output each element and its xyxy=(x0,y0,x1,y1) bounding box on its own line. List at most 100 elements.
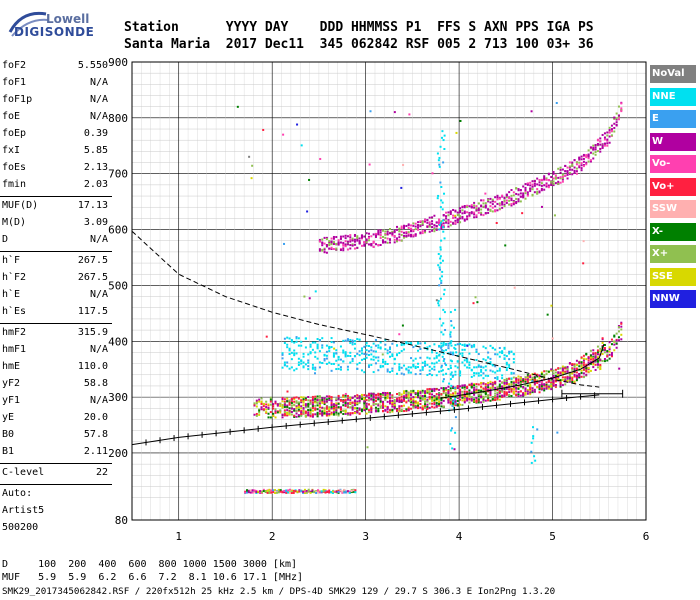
echo-point xyxy=(470,206,473,209)
echo-point xyxy=(603,343,606,346)
echo-point xyxy=(353,238,356,241)
echo-point xyxy=(449,331,452,334)
echo-point xyxy=(393,400,396,403)
echo-point xyxy=(512,353,515,356)
echo-point xyxy=(435,299,438,302)
x-tick-label: 5 xyxy=(549,530,556,543)
echo-point xyxy=(454,209,457,212)
echo-point xyxy=(330,346,333,349)
echo-point xyxy=(491,396,494,399)
echo-point xyxy=(297,404,300,407)
echo-point xyxy=(398,239,401,242)
param-row: h`E N/A xyxy=(0,287,112,304)
echo-point xyxy=(526,390,529,393)
echo-point xyxy=(543,370,546,373)
echo-point xyxy=(249,491,252,494)
echo-point xyxy=(358,242,361,245)
echo-point xyxy=(379,366,382,369)
echo-point xyxy=(302,407,305,410)
echo-point xyxy=(601,337,604,340)
legend-item: SSE xyxy=(650,267,696,286)
echo-point xyxy=(274,416,277,419)
echo-point xyxy=(449,402,452,405)
echo-point xyxy=(561,373,564,376)
echo-point xyxy=(615,118,618,121)
echo-point xyxy=(365,238,368,241)
echo-point xyxy=(524,186,527,189)
echo-point xyxy=(440,393,443,396)
echo-point xyxy=(311,401,314,404)
echo-point xyxy=(328,241,331,244)
echo-point xyxy=(442,161,445,164)
echo-point xyxy=(587,155,590,158)
echo-point xyxy=(286,414,289,417)
echo-point xyxy=(526,378,529,381)
echo-point xyxy=(524,378,527,381)
echo-point xyxy=(435,405,438,408)
echo-point xyxy=(459,215,462,218)
echo-point xyxy=(321,248,324,251)
param-row: h`F 267.5 xyxy=(0,253,112,270)
muf-curve xyxy=(131,230,600,388)
echo-point xyxy=(330,411,333,414)
echo-point xyxy=(358,412,361,415)
param-label: B0 xyxy=(2,429,15,440)
echo-point xyxy=(580,155,583,158)
echo-point xyxy=(589,146,592,149)
echo-point xyxy=(473,201,476,204)
echo-point xyxy=(466,358,469,361)
echo-point xyxy=(290,413,293,416)
echo-point xyxy=(620,322,623,325)
echo-point xyxy=(342,400,345,403)
echo-point xyxy=(332,407,335,410)
echo-point xyxy=(360,235,363,238)
echo-point xyxy=(417,362,420,365)
echo-point xyxy=(351,412,354,415)
echo-point xyxy=(454,391,457,394)
echo-point xyxy=(442,352,445,355)
echo-point xyxy=(484,212,487,215)
echo-point xyxy=(578,373,581,376)
echo-point xyxy=(498,197,501,200)
echo-point xyxy=(606,359,609,362)
echo-point xyxy=(594,153,597,156)
echo-point xyxy=(381,391,384,394)
echo-point xyxy=(267,403,270,406)
echo-point xyxy=(533,378,536,381)
echo-point xyxy=(463,344,466,347)
echo-point xyxy=(601,133,604,136)
echo-point xyxy=(517,387,520,390)
echo-point xyxy=(354,490,357,493)
echo-point xyxy=(552,182,555,185)
echo-point xyxy=(410,403,413,406)
echo-point xyxy=(606,355,609,358)
echo-point xyxy=(587,356,590,359)
echo-point xyxy=(246,489,249,492)
echo-point xyxy=(547,179,550,182)
echo-point xyxy=(269,411,272,414)
echo-point xyxy=(391,400,394,403)
echo-point xyxy=(260,397,263,400)
echo-point xyxy=(442,219,445,222)
echo-point xyxy=(335,413,338,416)
echo-point xyxy=(433,395,436,398)
echo-point xyxy=(445,387,448,390)
echo-point xyxy=(318,491,321,494)
echo-point xyxy=(617,339,620,342)
echo-point xyxy=(435,228,438,231)
echo-point xyxy=(393,111,396,114)
echo-point xyxy=(276,403,279,406)
echo-point xyxy=(503,381,506,384)
echo-point xyxy=(295,406,298,409)
param-value: 20.0 xyxy=(83,412,108,423)
echo-point xyxy=(501,394,504,397)
echo-point xyxy=(419,391,422,394)
echo-point xyxy=(323,400,326,403)
echo-point xyxy=(346,412,349,415)
echo-point xyxy=(344,234,347,237)
echo-point xyxy=(358,361,361,364)
echo-point xyxy=(349,234,352,237)
echo-point xyxy=(489,205,492,208)
echo-point xyxy=(412,406,415,409)
echo-point xyxy=(290,366,293,369)
